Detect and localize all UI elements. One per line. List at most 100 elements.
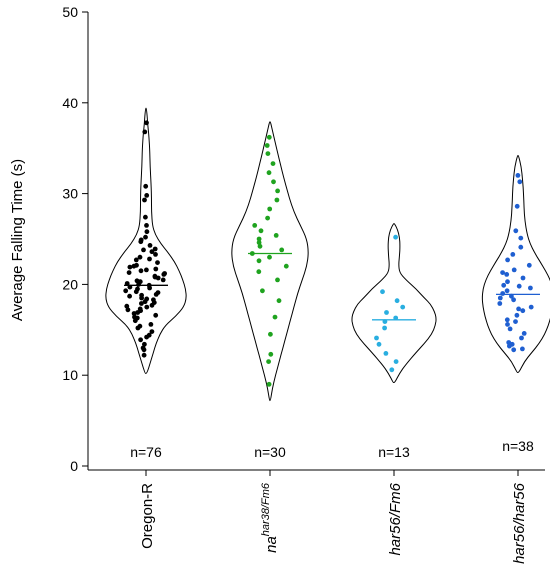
data-point	[139, 292, 145, 298]
data-point	[144, 229, 150, 235]
data-point	[509, 341, 515, 347]
data-point	[497, 301, 503, 306]
data-point	[393, 359, 399, 364]
data-point	[123, 288, 129, 294]
data-point	[500, 270, 505, 275]
data-point	[144, 296, 150, 302]
violin-group-2: n=30 nahar38/Fm6	[231, 121, 309, 553]
data-point	[504, 317, 510, 323]
data-point	[153, 312, 159, 318]
n-label: n=38	[502, 438, 534, 454]
data-point	[144, 223, 149, 228]
category-label-part: har56/har56	[511, 482, 528, 564]
data-point	[140, 345, 146, 351]
data-point	[514, 312, 520, 318]
data-point	[516, 283, 522, 289]
data-point	[133, 289, 139, 295]
data-point	[273, 233, 279, 238]
data-point	[383, 351, 389, 356]
data-point	[258, 228, 264, 234]
data-point	[260, 288, 265, 294]
data-point	[270, 161, 276, 167]
data-point	[376, 341, 382, 347]
data-point	[275, 188, 280, 194]
data-point	[162, 271, 168, 276]
violin-group-1: n=76 Oregon-R	[105, 107, 187, 549]
data-point	[272, 314, 278, 320]
data-point	[382, 325, 387, 331]
data-point	[124, 303, 130, 309]
data-point	[520, 346, 525, 352]
data-point	[264, 143, 270, 148]
data-point	[267, 206, 273, 212]
data-point	[519, 335, 524, 341]
data-point	[513, 319, 518, 324]
data-point	[147, 285, 153, 291]
y-tick-label: 10	[62, 367, 78, 383]
category-label-part: har38/Fm6	[260, 482, 272, 536]
data-point	[144, 193, 150, 198]
data-point	[131, 263, 137, 269]
data-point	[132, 314, 137, 320]
data-point	[138, 268, 144, 274]
data-point	[507, 326, 513, 332]
data-point	[275, 277, 280, 283]
data-point	[515, 173, 521, 178]
data-point	[526, 262, 532, 268]
data-point	[504, 272, 510, 277]
violin-outline	[105, 107, 187, 374]
data-point	[521, 331, 527, 336]
data-point	[500, 291, 506, 296]
n-label: n=30	[254, 444, 286, 460]
data-point	[141, 247, 146, 253]
data-point	[266, 134, 272, 140]
data-point	[155, 260, 160, 265]
data-point	[279, 247, 285, 253]
data-point	[510, 252, 516, 257]
data-point	[520, 308, 526, 314]
data-point	[152, 274, 158, 280]
data-point	[141, 352, 147, 358]
data-point	[384, 310, 389, 315]
data-point	[155, 290, 161, 295]
violin-outline	[481, 155, 550, 373]
data-point	[144, 334, 150, 340]
category-label: Oregon-R	[139, 483, 156, 549]
data-point	[138, 237, 144, 243]
data-point	[153, 252, 158, 257]
data-point	[256, 236, 262, 242]
data-point	[257, 243, 263, 249]
data-point	[137, 254, 143, 260]
data-point	[149, 329, 155, 334]
data-point	[514, 203, 520, 209]
data-point	[256, 269, 262, 275]
data-point	[144, 304, 150, 310]
data-point	[501, 282, 507, 288]
data-point	[265, 215, 270, 221]
data-point	[528, 285, 533, 291]
violin-outline	[231, 121, 309, 402]
data-point	[266, 359, 271, 364]
category-label-part: har56/Fm6	[387, 482, 404, 555]
category-label-part: na	[263, 536, 280, 553]
violin-outline	[351, 223, 437, 383]
data-point	[148, 322, 154, 327]
data-point	[137, 323, 143, 329]
data-point	[152, 246, 158, 252]
data-point	[266, 381, 272, 387]
data-point	[131, 311, 137, 316]
data-point	[133, 257, 139, 263]
data-point	[518, 244, 524, 250]
data-point	[520, 275, 526, 281]
data-point	[497, 295, 503, 301]
y-tick-label: 50	[62, 4, 78, 20]
data-point	[137, 306, 143, 312]
data-point	[400, 304, 406, 310]
data-point	[513, 228, 519, 234]
data-point	[283, 263, 289, 269]
data-point	[374, 335, 379, 341]
data-point	[380, 289, 385, 295]
data-point	[528, 304, 534, 310]
data-point	[127, 264, 133, 270]
data-point	[160, 277, 166, 283]
